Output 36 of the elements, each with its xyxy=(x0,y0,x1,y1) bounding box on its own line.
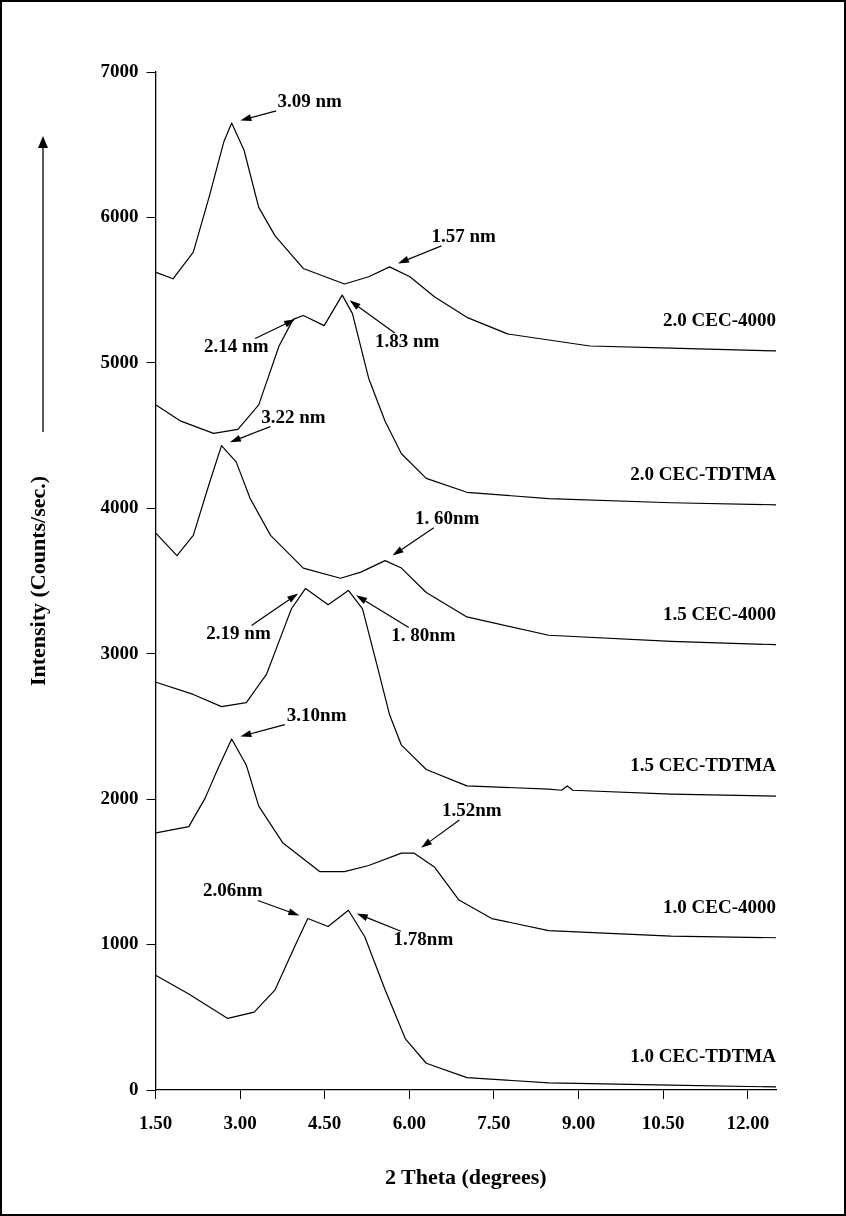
x-tick-label: 6.00 xyxy=(392,1112,426,1134)
y-tick-label: 4000 xyxy=(100,496,139,518)
y-tick-label: 6000 xyxy=(100,205,139,227)
x-tick-label: 3.00 xyxy=(223,1112,257,1134)
y-tick-label: 1000 xyxy=(100,932,139,954)
annotation: 1.83 nm xyxy=(375,329,440,351)
y-tick-label: 0 xyxy=(129,1077,139,1099)
x-tick-label: 12.00 xyxy=(726,1112,770,1134)
x-tick-label: 7.50 xyxy=(477,1112,511,1134)
annotation: 1.52nm xyxy=(442,799,502,820)
y-tick-label: 3000 xyxy=(100,641,139,663)
annotation: 1.78nm xyxy=(393,928,454,950)
series-label: 1.0 CEC-4000 xyxy=(663,895,776,917)
annotation: 1.57 nm xyxy=(431,224,496,246)
series-label: 1.5 CEC-4000 xyxy=(663,602,776,624)
y-tick-label: 5000 xyxy=(100,350,139,372)
annotation: 2.19 nm xyxy=(206,622,271,644)
annotation: 1. 60nm xyxy=(414,506,480,528)
annotation: 3.22 nm xyxy=(261,405,326,427)
annotation: 2.14 nm xyxy=(204,335,269,357)
x-tick-label: 4.50 xyxy=(308,1112,342,1134)
annotation: 3.09 nm xyxy=(277,89,343,111)
series-label: 1.5 CEC-TDTMA xyxy=(630,754,777,775)
series-label: 2.0 CEC-4000 xyxy=(663,308,776,330)
y-tick-label: 2000 xyxy=(100,787,139,809)
y-axis-title: Intensity (Counts/sec.) xyxy=(24,475,50,687)
series-label: 2.0 CEC-TDTMA xyxy=(630,462,777,484)
x-tick-label: 10.50 xyxy=(641,1112,685,1134)
x-tick-label: 9.00 xyxy=(561,1112,596,1134)
series-label: 1.0 CEC-TDTMA xyxy=(630,1044,777,1066)
x-tick-label: 1.50 xyxy=(138,1112,173,1134)
annotation: 3.10nm xyxy=(286,703,347,725)
annotation: 1. 80nm xyxy=(391,624,456,646)
annotation: 2.06nm xyxy=(202,879,263,901)
y-tick-label: 7000 xyxy=(100,59,139,81)
x-axis-title: 2 Theta (degrees) xyxy=(384,1164,547,1190)
